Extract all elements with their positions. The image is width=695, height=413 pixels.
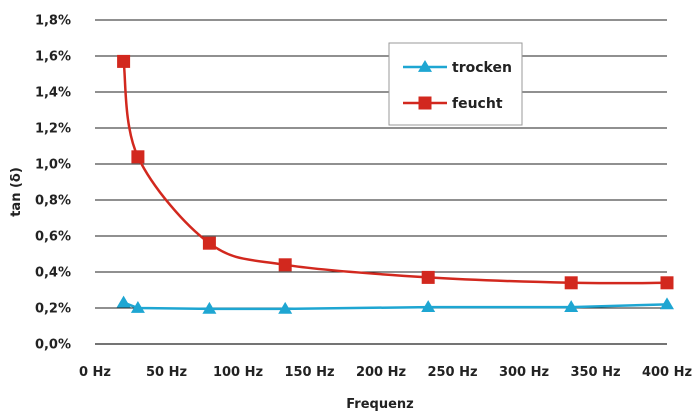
y-tick-label: 1,6% xyxy=(35,50,71,65)
legend-label-feucht: feucht xyxy=(452,96,503,112)
x-tick-labels: 0 Hz 50 Hz 100 Hz 150 Hz 200 Hz 250 Hz 300 Hz 3… xyxy=(79,365,692,380)
data-point-square xyxy=(418,96,432,110)
data-point-square xyxy=(660,276,674,290)
data-point-square xyxy=(202,236,216,250)
x-axis-title: Frequenz xyxy=(346,397,413,412)
y-tick-label: 1,8% xyxy=(35,14,71,29)
y-tick-label: 0,0% xyxy=(35,338,71,353)
data-point-triangle xyxy=(660,297,674,310)
data-point-triangle xyxy=(564,300,579,312)
y-tick-label: 1,0% xyxy=(35,158,71,173)
x-tick-label: 100 Hz xyxy=(213,365,263,380)
data-point-square xyxy=(421,270,435,284)
data-point-triangle xyxy=(278,301,293,314)
series-group xyxy=(116,54,674,314)
data-point-triangle xyxy=(418,60,432,72)
series-trocken xyxy=(116,295,674,314)
x-tick-label: 150 Hz xyxy=(284,365,334,380)
x-tick-label: 300 Hz xyxy=(499,365,549,380)
y-tick-label: 1,4% xyxy=(35,86,71,101)
data-point-square xyxy=(117,54,131,68)
legend: trocken feucht xyxy=(388,42,523,126)
x-tick-label: 250 Hz xyxy=(427,365,477,380)
y-tick-labels: 0,0% 0,2% 0,4% 0,6% 0,8% 1,0% 1,2% 1,4% 1,6% 1,8% xyxy=(35,14,71,353)
data-point-square xyxy=(278,258,292,272)
y-tick-label: 1,2% xyxy=(35,122,71,137)
legend-box xyxy=(388,42,523,126)
legend-label-trocken: trocken xyxy=(452,60,512,76)
x-tick-label: 0 Hz xyxy=(79,365,111,380)
y-tick-label: 0,4% xyxy=(35,266,71,281)
y-tick-label: 0,6% xyxy=(35,230,71,245)
y-axis-title: tan (δ) xyxy=(9,167,24,217)
data-point-triangle xyxy=(116,295,131,308)
x-tick-label: 350 Hz xyxy=(570,365,620,380)
x-tick-label: 200 Hz xyxy=(356,365,406,380)
x-tick-label: 400 Hz xyxy=(642,365,692,380)
y-tick-label: 0,2% xyxy=(35,302,71,317)
data-point-triangle xyxy=(130,301,145,313)
data-point-square xyxy=(131,150,145,164)
series-feucht xyxy=(117,54,674,290)
x-tick-label: 50 Hz xyxy=(146,365,187,380)
gridlines xyxy=(95,19,667,309)
data-point-triangle xyxy=(421,300,436,312)
y-tick-label: 0,8% xyxy=(35,194,71,209)
data-point-triangle xyxy=(202,301,217,314)
data-point-square xyxy=(564,276,578,290)
